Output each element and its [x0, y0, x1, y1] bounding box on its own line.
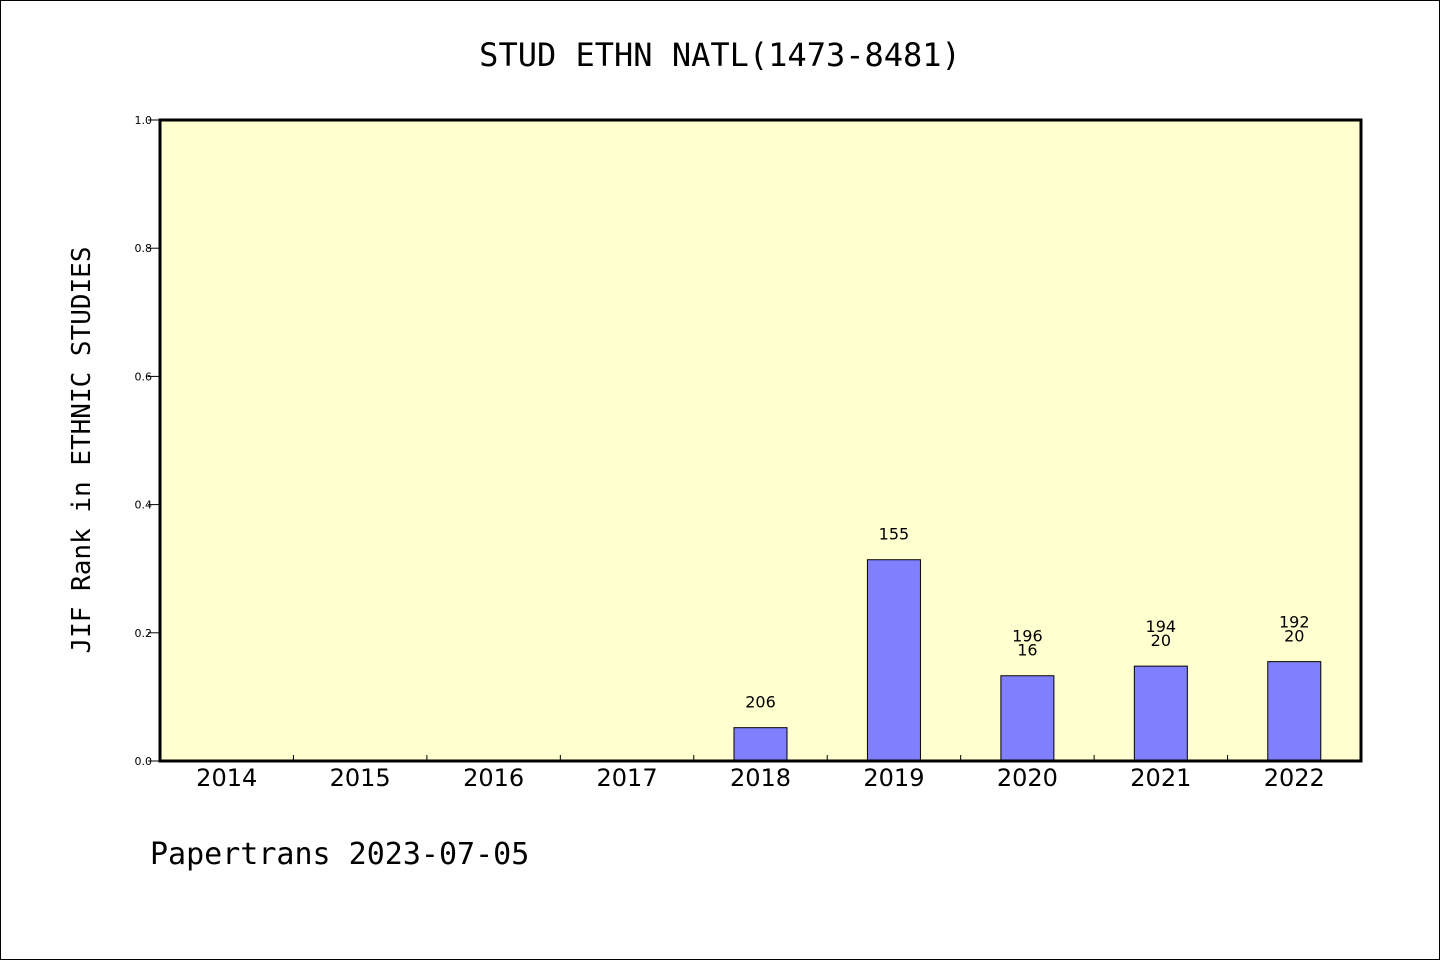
x-tick-label: 2016: [463, 764, 524, 792]
x-axis-ticks: 2014 2015 2016 2017 2018 2019 2020 2021 2022: [196, 755, 1325, 792]
x-tick-label: 2022: [1264, 764, 1325, 792]
bars: [733, 559, 1322, 762]
x-tick-label: 2021: [1130, 764, 1191, 792]
x-tick-label: 2014: [196, 764, 257, 792]
y-tick-label: 0.8: [135, 242, 153, 255]
bar-2019: [866, 559, 921, 762]
bar-label: 155: [879, 525, 910, 544]
bar-label: 16: [1017, 641, 1037, 660]
bar-label: 196: [1012, 627, 1043, 646]
y-tick-label: 0.0: [135, 755, 153, 768]
y-tick-label: 1.0: [135, 114, 153, 127]
y-tick-label: 0.4: [135, 499, 153, 512]
bar-label: 206: [745, 693, 776, 712]
y-axis-label: JIF Rank in ETHNIC STUDIES: [67, 247, 97, 654]
plot-area: [160, 120, 1361, 761]
bar-2018: [733, 727, 788, 762]
plot-border: [158, 118, 1363, 763]
bar-label: 20: [1151, 631, 1171, 650]
x-tick-label: 2015: [330, 764, 391, 792]
bar-2022: [1267, 661, 1322, 762]
bar-label: 192: [1279, 613, 1310, 632]
x-tick-label: 2017: [597, 764, 658, 792]
x-tick-label: 2018: [730, 764, 791, 792]
bar-label: 20: [1284, 627, 1304, 646]
bar-2020: [1000, 675, 1055, 762]
x-tick-label: 2020: [997, 764, 1058, 792]
footer-credit: Papertrans 2023-07-05: [150, 837, 529, 872]
y-tick-label: 0.6: [135, 370, 153, 383]
bar-2021: [1133, 665, 1188, 762]
chart-title: STUD ETHN NATL(1473-8481): [479, 36, 961, 74]
bar-label: 194: [1146, 617, 1177, 636]
y-axis-ticks: 0.0 0.2 0.4 0.6 0.8 1.0: [135, 114, 160, 768]
y-tick-label: 0.2: [135, 627, 153, 640]
x-tick-label: 2019: [863, 764, 924, 792]
